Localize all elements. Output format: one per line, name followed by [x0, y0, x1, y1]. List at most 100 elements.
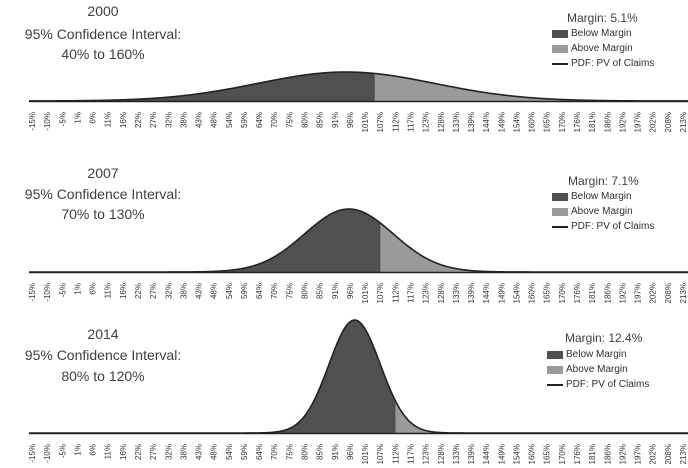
x-tick-label: 96% [346, 444, 355, 460]
x-tick-label: 54% [225, 283, 234, 299]
x-tick-label: 70% [270, 283, 279, 299]
x-tick-label: -10% [43, 444, 52, 463]
x-tick-label: 181% [588, 444, 597, 464]
x-tick-label: 208% [664, 444, 673, 464]
x-tick-label: 213% [679, 283, 688, 303]
x-tick-label: 75% [285, 112, 294, 128]
below-margin-area [29, 72, 375, 101]
x-tick-label: 107% [376, 444, 385, 464]
x-tick-label: 139% [467, 283, 476, 303]
x-tick-label: 139% [467, 112, 476, 132]
legend-label: Below Margin [571, 28, 632, 39]
x-tick-label: 80% [301, 444, 310, 460]
legend: Below Margin Above Margin PDF: PV of Cla… [552, 26, 654, 71]
ci-range: 70% to 130% [61, 206, 145, 222]
x-tick-label: 16% [119, 444, 128, 460]
x-tick-label: 149% [497, 112, 506, 132]
legend-label: PDF: PV of Claims [566, 379, 650, 390]
x-tick-label: 170% [558, 112, 567, 132]
x-tick-label: 160% [528, 283, 537, 303]
year-label: 2000 [87, 3, 119, 19]
below-swatch [547, 350, 563, 359]
x-tick-label: 80% [301, 283, 310, 299]
ci-range: 80% to 120% [61, 368, 145, 384]
x-tick-label: 133% [452, 112, 461, 132]
legend: Below Margin Above Margin PDF: PV of Cla… [552, 189, 654, 234]
x-tick-label: 144% [482, 283, 491, 303]
x-tick-label: 192% [618, 444, 627, 464]
x-tick-label: 165% [543, 112, 552, 132]
x-tick-label: 6% [89, 112, 98, 124]
x-tick-label: 181% [588, 112, 597, 132]
x-tick-label: 38% [179, 112, 188, 128]
panel-2000: -15% -10% -5% 1% 6% 11% 16% 22% 27% 32% 38% 43% 48% 5… [0, 0, 688, 155]
x-tick-label: 11% [104, 283, 113, 298]
x-tick-label: -5% [58, 283, 67, 297]
x-tick-label: 128% [437, 444, 446, 464]
x-tick-label: 48% [210, 112, 219, 128]
x-tick-label: 107% [376, 112, 385, 132]
x-tick-label: 160% [528, 112, 537, 132]
year-label: 2014 [87, 326, 119, 342]
x-tick-label: 186% [603, 112, 612, 132]
ci-title: 95% Confidence Interval: [24, 186, 182, 202]
panel-2007: -15% -10% -5% 1% 6% 11% 16% 22% 27% 32% 38% 43% 48% 5… [0, 155, 688, 310]
legend: Below Margin Above Margin PDF: PV of Cla… [547, 347, 649, 392]
x-tick-label: 144% [482, 112, 491, 132]
x-tick-label: 16% [119, 112, 128, 128]
pdf-line-swatch [552, 225, 568, 228]
x-tick-label: 107% [376, 283, 385, 303]
pdf-line-swatch [547, 383, 563, 386]
x-tick-label: 48% [210, 444, 219, 460]
above-swatch [552, 207, 568, 216]
x-tick-label: 101% [361, 444, 370, 464]
legend-label: PDF: PV of Claims [571, 221, 655, 232]
x-tick-label: 80% [301, 112, 310, 128]
x-tick-label: 192% [618, 283, 627, 303]
x-tick-label: 43% [195, 444, 204, 460]
panel-2014: -15% -10% -5% 1% 6% 11% 16% 22% 27% 32% 38% 43% 48% 5… [0, 310, 688, 468]
x-tick-label: 32% [164, 444, 173, 460]
x-tick-label: 38% [179, 283, 188, 299]
x-tick-label: 101% [361, 283, 370, 303]
legend-item-above: Above Margin [552, 41, 654, 56]
legend-item-pdf: PDF: PV of Claims [552, 56, 654, 71]
legend-item-below: Below Margin [547, 347, 649, 362]
legend-item-below: Below Margin [552, 189, 654, 204]
x-tick-label: -10% [43, 283, 52, 302]
x-tick-label: 43% [195, 283, 204, 299]
x-tick-label: 75% [285, 283, 294, 299]
x-tick-label: 112% [391, 112, 400, 132]
x-tick-label: 202% [649, 444, 658, 464]
x-tick-label: 192% [618, 112, 627, 132]
x-tick-label: -5% [58, 112, 67, 126]
below-swatch [552, 192, 568, 201]
x-tick-label: 38% [179, 444, 188, 460]
margin-label: Margin: 12.4% [565, 331, 643, 345]
x-tick-label: 133% [452, 444, 461, 464]
legend-item-above: Above Margin [552, 204, 654, 219]
above-margin-area [374, 73, 688, 101]
legend-label: Above Margin [571, 43, 633, 54]
x-tick-label: 32% [164, 112, 173, 128]
x-tick-label: 91% [331, 444, 340, 460]
x-tick-label: 197% [634, 444, 643, 464]
x-tick-label: 170% [558, 283, 567, 303]
pdf-line [29, 71, 688, 102]
chart-svg-2007: -15% -10% -5% 1% 6% 11% 16% 22% 27% 32% 38% 43% 48% 5… [28, 208, 688, 303]
x-tick-label: 154% [512, 112, 521, 132]
x-tick-label: 96% [346, 112, 355, 128]
x-tick-label: 59% [240, 444, 249, 460]
x-tick-label: 117% [406, 444, 415, 464]
x-tick-label: 117% [406, 112, 415, 132]
x-tick-label: 11% [104, 112, 113, 127]
x-tick-label: 59% [240, 112, 249, 128]
x-tick-label: 208% [664, 283, 673, 303]
x-tick-label: 22% [134, 112, 143, 128]
ci-range: 40% to 160% [61, 46, 145, 62]
x-tick-label: -15% [28, 112, 37, 131]
x-tick-label: 6% [89, 283, 98, 295]
x-tick-label: 181% [588, 283, 597, 303]
above-margin-area [395, 401, 688, 433]
legend-item-pdf: PDF: PV of Claims [547, 377, 649, 392]
